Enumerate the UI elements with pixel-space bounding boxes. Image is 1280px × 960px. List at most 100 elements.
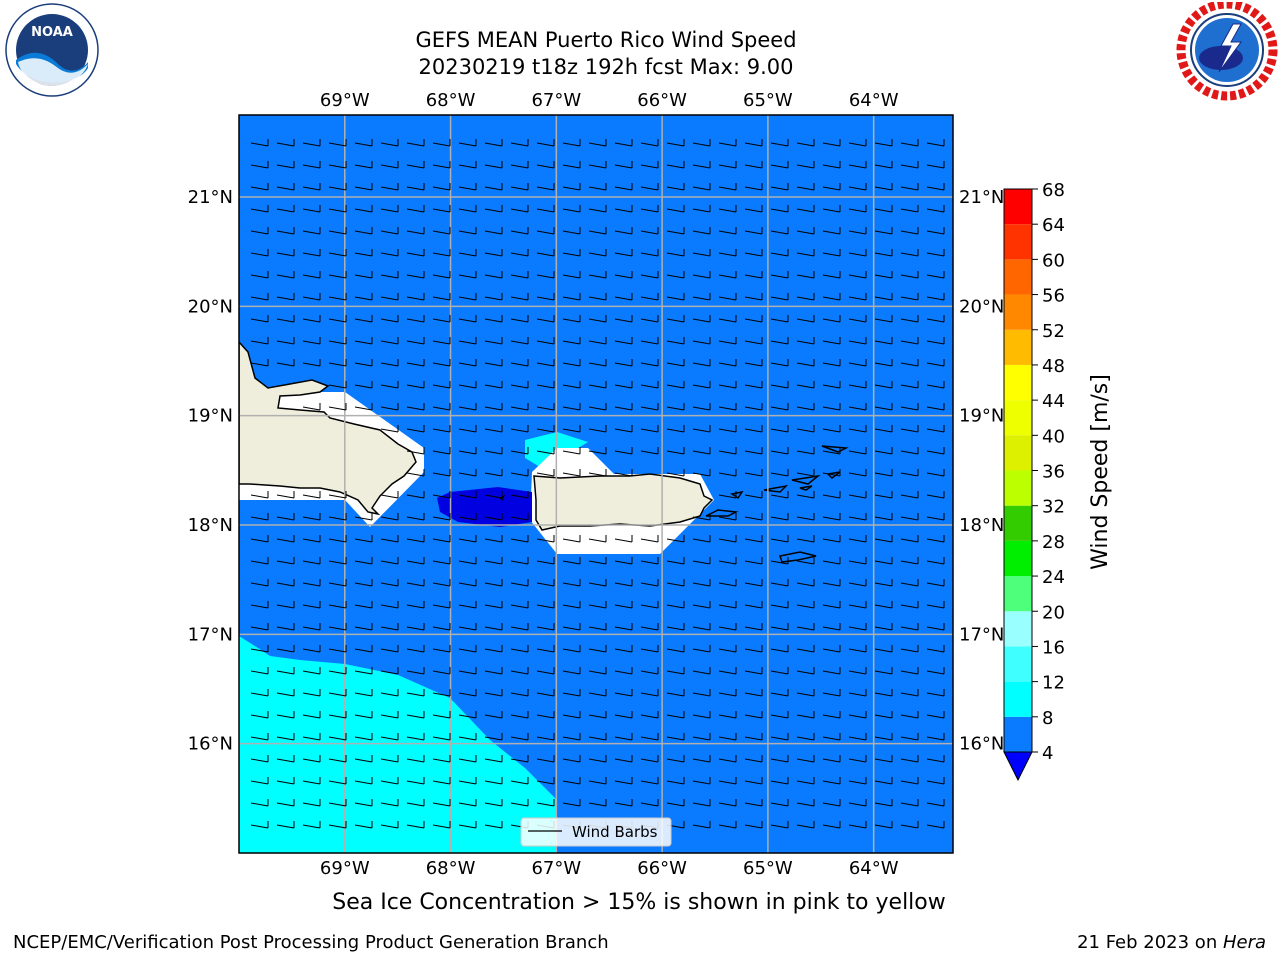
wind-barb [380, 579, 399, 587]
wind-barb [744, 293, 763, 301]
lon-tick-label: 66°W [637, 858, 687, 879]
map-tick-labels: 69°W 69°W 68°W 68°W 67°W 67°W 66°W 66°W 65°W 65°W… [188, 90, 1005, 879]
wind-barb [770, 381, 789, 389]
wind-barb [588, 249, 607, 257]
wind-barb [900, 293, 919, 301]
wind-barb [328, 645, 347, 653]
wind-barb [328, 513, 347, 521]
wind-barb [822, 623, 841, 631]
lat-tick-label: 16°N [959, 734, 1004, 755]
wind-barb [614, 227, 633, 235]
wind-barb [406, 777, 425, 785]
wind-barb [666, 623, 685, 631]
wind-barb [692, 271, 711, 279]
wind-barb [926, 425, 945, 433]
lat-tick-label: 18°N [959, 515, 1004, 536]
wind-barb [588, 315, 607, 323]
wind-barb [874, 755, 893, 763]
wind-barb [458, 403, 477, 411]
wind-barb [432, 601, 451, 609]
colorbar-bin [1004, 716, 1032, 752]
wind-barb [640, 205, 659, 213]
wind-barb [796, 227, 815, 235]
wind-barb [432, 755, 451, 763]
wind-barb [432, 337, 451, 345]
wind-barb [458, 557, 477, 565]
wind-barb [510, 315, 529, 323]
wind-barb [614, 799, 633, 807]
wind-barb [302, 711, 321, 719]
lon-tick-label: 64°W [849, 90, 899, 111]
wind-barb [848, 161, 867, 169]
wind-barb [536, 469, 555, 477]
island-tortola [799, 485, 813, 491]
wind-barb [874, 667, 893, 675]
wind-barb [874, 359, 893, 367]
wind-barb [250, 139, 269, 147]
wind-barb [328, 315, 347, 323]
wind-barb [406, 623, 425, 631]
wind-barb [796, 139, 815, 147]
wind-barb [562, 733, 581, 741]
wind-barb [328, 271, 347, 279]
wind-barb [744, 403, 763, 411]
colorbar-tick-label: 48 [1042, 356, 1065, 377]
wind-barb [588, 711, 607, 719]
wind-barb [536, 337, 555, 345]
wind-barb [406, 227, 425, 235]
wind-barb [536, 777, 555, 785]
wind-barb [354, 535, 373, 543]
wind-barb [406, 403, 425, 411]
wind-barb [926, 183, 945, 191]
wind-barb [328, 293, 347, 301]
wind-barb [822, 271, 841, 279]
wind-barb [666, 227, 685, 235]
wind-barb [588, 161, 607, 169]
wind-barb [926, 271, 945, 279]
wind-barb [484, 337, 503, 345]
land-puerto-rico [533, 473, 714, 531]
wind-barb [770, 249, 789, 257]
wind-barb [458, 491, 477, 499]
wind-barb [302, 777, 321, 785]
wind-barb [380, 249, 399, 257]
wind-barb [432, 623, 451, 631]
wind-barb [432, 425, 451, 433]
wind-barb [276, 579, 295, 587]
wind-barb [328, 161, 347, 169]
wind-barb [432, 777, 451, 785]
wind-barb [614, 315, 633, 323]
wind-barb [874, 711, 893, 719]
wind-barb [562, 183, 581, 191]
wind-barb [744, 689, 763, 697]
wind-barb [588, 755, 607, 763]
wind-barb [796, 491, 815, 499]
wind-barb [796, 535, 815, 543]
wind-barb [900, 799, 919, 807]
wind-barb [848, 315, 867, 323]
wind-barb [900, 535, 919, 543]
wind-barb [484, 491, 503, 499]
wind-barb [562, 777, 581, 785]
wind-barb [640, 645, 659, 653]
wind-barb [718, 249, 737, 257]
wind-barb [926, 491, 945, 499]
wind-barb [874, 139, 893, 147]
wind-barb [562, 469, 581, 477]
wind-barb [302, 645, 321, 653]
wind-barb [692, 161, 711, 169]
wind-barb [354, 777, 373, 785]
wind-barb [692, 139, 711, 147]
wind-barb [562, 447, 581, 455]
wind-barb [692, 689, 711, 697]
wind-barb [770, 799, 789, 807]
wind-barb [276, 293, 295, 301]
wind-barb [536, 601, 555, 609]
wind-barb [276, 359, 295, 367]
wind-barb [614, 381, 633, 389]
wind-barb [666, 337, 685, 345]
wind-barb [874, 227, 893, 235]
wind-barb [458, 469, 477, 477]
wind-barb [926, 447, 945, 455]
wind-barb [874, 579, 893, 587]
